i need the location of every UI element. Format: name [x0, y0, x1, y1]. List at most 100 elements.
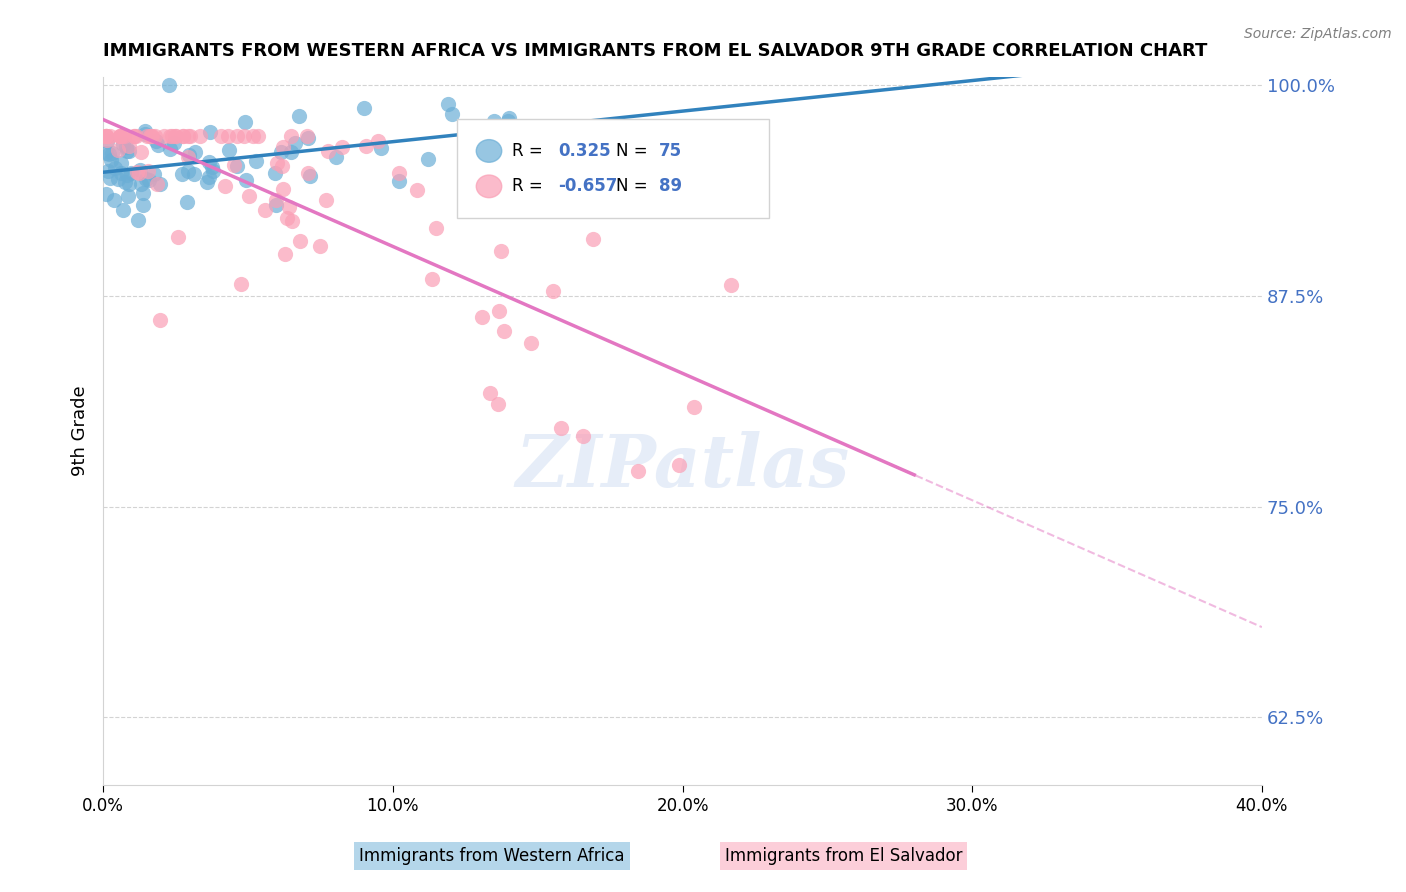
Text: ZIPatlas: ZIPatlas [516, 431, 849, 501]
Y-axis label: 9th Grade: 9th Grade [72, 385, 89, 476]
Point [172, 128, 194, 143]
Point [288, 234, 311, 248]
Text: Source: ZipAtlas.com: Source: ZipAtlas.com [1244, 27, 1392, 41]
Point [94, 128, 117, 143]
Point [115, 139, 138, 153]
Point [108, 128, 131, 143]
Point [179, 128, 201, 143]
Point [198, 124, 221, 138]
Point [159, 128, 181, 143]
Point [141, 128, 163, 143]
Point [136, 164, 159, 178]
Point [132, 186, 155, 200]
Point [270, 145, 292, 160]
Point [274, 246, 297, 260]
Point [139, 128, 162, 143]
Point [145, 134, 167, 148]
Point [176, 194, 198, 209]
Point [111, 128, 134, 143]
Point [218, 144, 240, 158]
Point [457, 128, 479, 143]
Text: N =: N = [616, 142, 648, 160]
Point [97, 163, 120, 178]
Point [271, 140, 294, 154]
Point [152, 128, 174, 143]
Point [405, 183, 427, 197]
Text: N =: N = [616, 178, 648, 195]
Point [134, 128, 156, 142]
Point [184, 145, 207, 159]
Point [263, 166, 285, 180]
Point [143, 128, 166, 143]
Point [110, 166, 132, 180]
Point [440, 106, 463, 120]
Point [418, 153, 440, 167]
Point [217, 128, 239, 143]
Point [520, 336, 543, 351]
Point [111, 136, 134, 151]
FancyBboxPatch shape [457, 120, 769, 219]
Point [118, 145, 141, 159]
Point [482, 114, 505, 128]
Point [201, 164, 224, 178]
Point [177, 164, 200, 178]
Point [278, 200, 301, 214]
Point [270, 159, 292, 173]
Text: IMMIGRANTS FROM WESTERN AFRICA VS IMMIGRANTS FROM EL SALVADOR 9TH GRADE CORRELAT: IMMIGRANTS FROM WESTERN AFRICA VS IMMIGR… [103, 42, 1208, 60]
Point [149, 312, 172, 326]
Point [117, 189, 139, 203]
Point [242, 128, 264, 143]
Point [159, 142, 181, 156]
Point [166, 230, 188, 244]
Point [177, 128, 200, 143]
Point [165, 128, 187, 143]
Point [198, 170, 221, 185]
Point [582, 232, 605, 246]
Point [330, 139, 353, 153]
Point [138, 172, 160, 186]
Point [245, 154, 267, 169]
Point [96, 134, 118, 148]
Point [254, 203, 277, 218]
Point [107, 171, 129, 186]
Point [118, 178, 141, 192]
Point [297, 166, 319, 180]
Point [299, 169, 322, 183]
Point [281, 213, 304, 227]
Point [273, 181, 295, 195]
Point [183, 167, 205, 181]
Point [94, 128, 117, 143]
Point [471, 310, 494, 325]
Point [264, 197, 287, 211]
Text: R =: R = [512, 142, 543, 160]
Point [145, 177, 167, 191]
Point [108, 128, 131, 143]
Point [98, 128, 121, 143]
Point [112, 128, 135, 143]
Point [104, 161, 127, 175]
Point [224, 158, 246, 172]
Point [225, 159, 247, 173]
Point [96, 133, 118, 147]
Point [122, 128, 145, 143]
Text: 75: 75 [659, 142, 682, 160]
Point [134, 124, 156, 138]
Ellipse shape [477, 175, 502, 198]
Point [387, 166, 409, 180]
Point [172, 167, 194, 181]
Point [496, 113, 519, 128]
Point [436, 97, 458, 112]
Point [107, 143, 129, 157]
Point [94, 186, 117, 201]
Point [149, 177, 172, 191]
Point [266, 194, 288, 208]
Point [627, 465, 650, 479]
Point [280, 145, 302, 159]
Text: 0.325: 0.325 [558, 142, 612, 160]
Point [115, 169, 138, 183]
Point [280, 128, 302, 143]
Point [235, 173, 257, 187]
Point [288, 109, 311, 123]
Text: -0.657: -0.657 [558, 178, 617, 195]
Point [683, 400, 706, 414]
